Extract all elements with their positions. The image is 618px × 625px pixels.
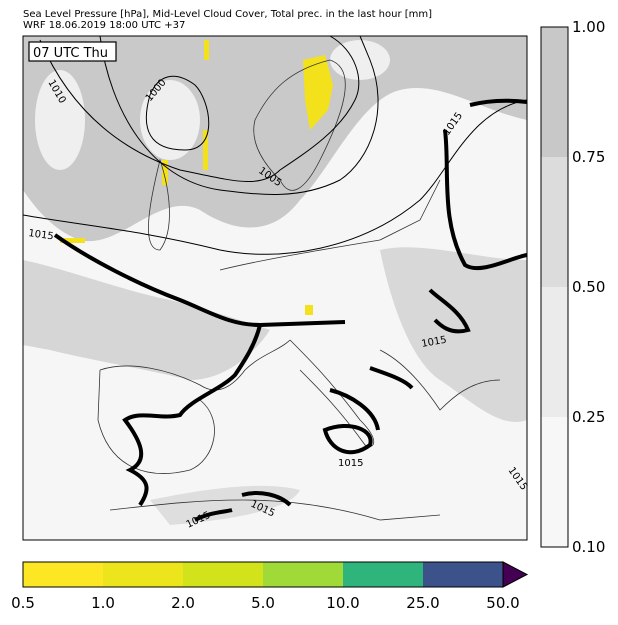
colorbar-extension (502, 561, 529, 588)
time-label: 07 UTC Thu (33, 46, 108, 61)
subtitle: WRF 18.06.2019 18:00 UTC +37 (23, 20, 185, 31)
colorbar-segment (263, 562, 343, 587)
colorbar-segment (423, 562, 503, 587)
colorbar-label: 0.50 (572, 278, 605, 296)
colorbar-label: 1.00 (572, 18, 605, 36)
title: Sea Level Pressure [hPa], Mid-Level Clou… (23, 9, 432, 20)
colorbar-label: 2.0 (171, 594, 195, 612)
colorbar-label: 5.0 (251, 594, 275, 612)
precip-colorbar: 0.5 1.0 2.0 5.0 10.0 25.0 50.0 (11, 561, 529, 612)
colorbar-label: 0.75 (572, 148, 605, 166)
colorbar-label: 0.10 (572, 538, 605, 556)
colorbar-segment (541, 417, 568, 547)
colorbar-label: 50.0 (486, 594, 519, 612)
colorbar-label: 0.5 (11, 594, 35, 612)
precip-areas (60, 40, 333, 315)
contour-label: 1015 (421, 335, 448, 350)
time-box (28, 41, 117, 62)
colorbar-segment (541, 287, 568, 417)
colorbar-segment (183, 562, 263, 587)
colorbar-label: 10.0 (326, 594, 359, 612)
colorbar-frame (540, 26, 569, 548)
colorbar-segment (23, 562, 103, 587)
colorbar-frame (22, 561, 504, 588)
colorbar-label: 25.0 (406, 594, 439, 612)
contour-label: 1015 (338, 458, 363, 469)
cloud-colorbar: 1.00 0.75 0.50 0.25 0.10 (540, 18, 605, 556)
colorbar-segment (343, 562, 423, 587)
colorbar-segment (103, 562, 183, 587)
colorbar-segment (541, 27, 568, 157)
map-panel: 1010 1000 1005 1015 1015 1015 1015 1015 … (22, 35, 530, 541)
colorbar-label: 0.25 (572, 408, 605, 426)
colorbar-label: 1.0 (91, 594, 115, 612)
map-frame (22, 35, 528, 541)
isobars-1015 (53, 98, 528, 522)
colorbar-segment (541, 157, 568, 287)
contour-label: 1015 (28, 228, 55, 242)
cloud-areas (23, 36, 527, 525)
isobars-thin (22, 35, 528, 255)
coastlines (97, 59, 501, 521)
contour-labels: 1010 1000 1005 1015 1015 1015 1015 1015 … (28, 77, 530, 530)
